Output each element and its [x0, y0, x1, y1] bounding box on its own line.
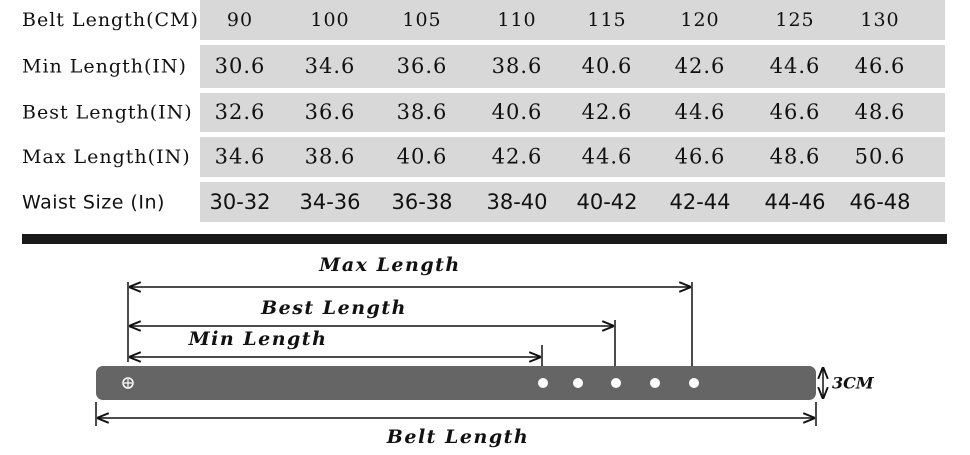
cell: 105 — [402, 9, 441, 31]
cell: 32.6 — [215, 100, 266, 124]
row-label: Waist Size (In) — [22, 192, 165, 214]
cell: 34.6 — [215, 145, 266, 169]
cell: 42.6 — [675, 54, 726, 78]
cell: 48.6 — [770, 145, 821, 169]
cell: 38.6 — [305, 145, 356, 169]
cell: 125 — [775, 9, 814, 31]
cell: 44.6 — [770, 54, 821, 78]
cell: 40.6 — [582, 54, 633, 78]
belt-diagram — [95, 282, 823, 426]
buckle-hole — [122, 377, 134, 389]
cell: 110 — [497, 9, 536, 31]
buckle-cross — [124, 379, 132, 387]
cell: 90 — [227, 9, 253, 31]
row-label: Max Length(IN) — [22, 146, 191, 168]
cell: 115 — [587, 9, 626, 31]
hole — [573, 378, 583, 388]
cell: 40.6 — [492, 100, 543, 124]
cell: 46-48 — [849, 190, 910, 214]
cell: 36.6 — [305, 100, 356, 124]
cell: 44.6 — [582, 145, 633, 169]
cell: 44-46 — [764, 190, 825, 214]
cell: 36.6 — [397, 54, 448, 78]
row-label: Best Length(IN) — [22, 102, 193, 124]
cell: 40.6 — [397, 145, 448, 169]
cell: 34-36 — [299, 190, 360, 214]
cell: 42.6 — [492, 145, 543, 169]
row-label: Min Length(IN) — [22, 56, 187, 78]
cell: 38.6 — [397, 100, 448, 124]
cell: 34.6 — [305, 54, 356, 78]
best-label: Best Length — [260, 297, 407, 319]
cell: 38.6 — [492, 54, 543, 78]
cell: 48.6 — [855, 100, 906, 124]
cell: 30.6 — [215, 54, 266, 78]
cell: 36-38 — [391, 190, 452, 214]
row-band — [200, 45, 945, 88]
row-label: Belt Length(CM) — [22, 9, 199, 31]
cell: 120 — [680, 9, 719, 31]
hole — [650, 378, 660, 388]
size-table: Belt Length(CM) 90 100 105 110 115 120 125 130 Mi… — [22, 0, 945, 222]
min-label: Min Length — [188, 328, 328, 350]
divider — [22, 234, 947, 244]
hole — [689, 378, 699, 388]
row-band — [200, 182, 945, 222]
belt-label: Belt Length — [386, 426, 529, 448]
max-label: Max Length — [318, 254, 460, 276]
cell: 46.6 — [855, 54, 906, 78]
cell: 46.6 — [675, 145, 726, 169]
cell: 100 — [310, 9, 349, 31]
cell: 42-44 — [669, 190, 730, 214]
cell: 40-42 — [576, 190, 637, 214]
cell: 38-40 — [486, 190, 547, 214]
hole — [538, 378, 548, 388]
cell: 30-32 — [209, 190, 270, 214]
belt — [96, 366, 816, 400]
cell: 130 — [860, 9, 899, 31]
row-band — [200, 93, 945, 132]
row-band — [200, 137, 945, 177]
hole — [611, 378, 621, 388]
cell: 46.6 — [770, 100, 821, 124]
width-label: 3CM — [832, 374, 875, 393]
cell: 44.6 — [675, 100, 726, 124]
row-band — [200, 0, 945, 40]
cell: 42.6 — [582, 100, 633, 124]
cell: 50.6 — [855, 145, 906, 169]
